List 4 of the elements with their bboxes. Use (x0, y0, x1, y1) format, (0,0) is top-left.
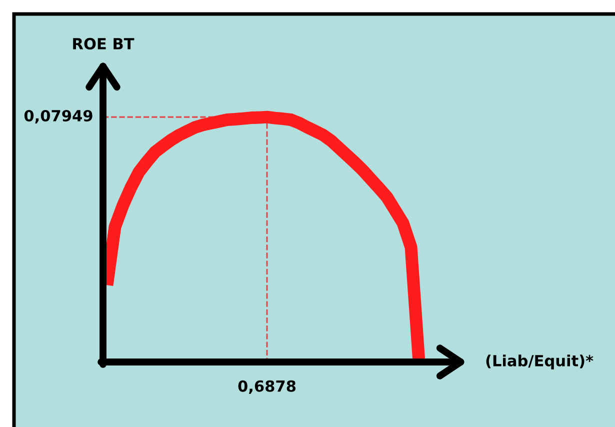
x-axis-title: (Liab/Equit)* (486, 354, 594, 370)
text: 0,6878 (238, 380, 296, 394)
y-axis-title: ROE BT (73, 38, 134, 50)
text: 0,07949 (24, 110, 92, 124)
